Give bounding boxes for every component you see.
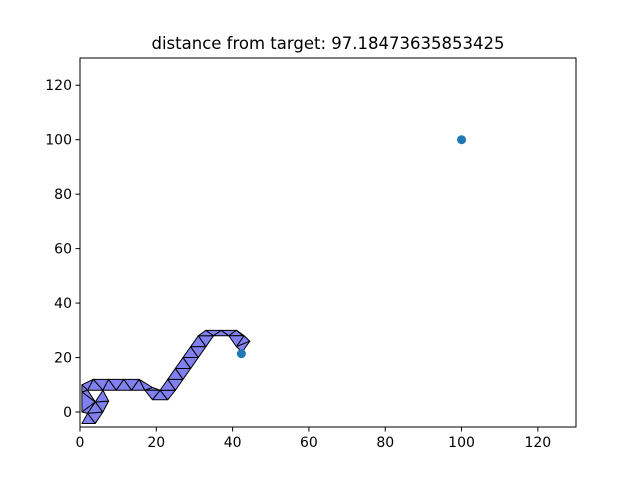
- chart-title: distance from target: 97.18473635853425: [152, 34, 505, 53]
- y-tick-label: 0: [63, 405, 72, 421]
- x-tick-label: 40: [224, 435, 242, 451]
- y-tick-label: 80: [54, 187, 72, 203]
- triangle-40: [235, 340, 251, 353]
- x-tick-label: 100: [448, 435, 475, 451]
- scatter-points: [236, 135, 467, 359]
- axes-frame: [79, 57, 577, 428]
- x-tick-label: 60: [300, 435, 318, 451]
- x-axis: 0 20 40 60 80 100 120: [76, 427, 551, 451]
- x-tick-label: 0: [76, 435, 85, 451]
- y-tick-label: 120: [45, 78, 72, 94]
- y-axis: 0 20 40 60 80 100 120: [45, 78, 80, 421]
- plot-area: [79, 57, 577, 428]
- x-tick-label: 80: [376, 435, 394, 451]
- triangle-7: [94, 389, 110, 403]
- axes-background: [80, 58, 576, 427]
- x-tick-label: 20: [147, 435, 165, 451]
- y-tick-label: 40: [54, 296, 72, 312]
- scatter-point-1: [236, 349, 246, 359]
- triangle-mesh: [81, 329, 251, 424]
- y-tick-label: 100: [45, 133, 72, 149]
- x-tick-label: 120: [524, 435, 551, 451]
- y-tick-label: 20: [54, 351, 72, 367]
- scatter-point-0: [457, 135, 467, 145]
- y-tick-label: 60: [54, 242, 72, 258]
